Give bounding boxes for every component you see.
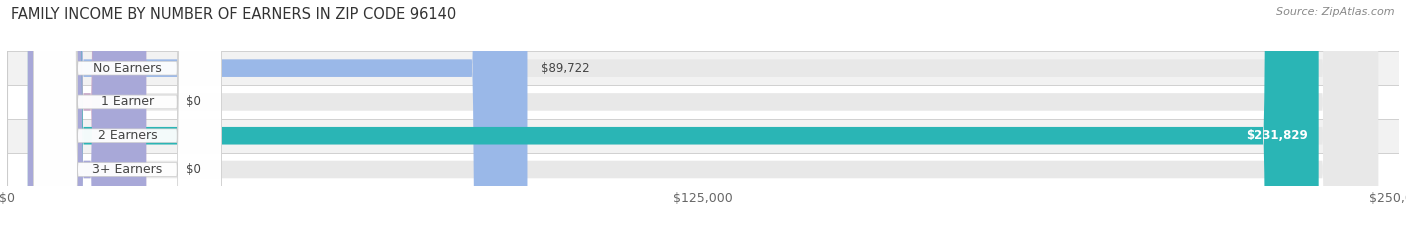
FancyBboxPatch shape xyxy=(28,0,1378,233)
FancyBboxPatch shape xyxy=(28,0,1378,233)
Bar xyxy=(7,85,1399,119)
Text: Source: ZipAtlas.com: Source: ZipAtlas.com xyxy=(1277,7,1395,17)
Text: $231,829: $231,829 xyxy=(1246,129,1308,142)
Text: $0: $0 xyxy=(186,96,201,108)
Text: FAMILY INCOME BY NUMBER OF EARNERS IN ZIP CODE 96140: FAMILY INCOME BY NUMBER OF EARNERS IN ZI… xyxy=(11,7,457,22)
Text: $89,722: $89,722 xyxy=(541,62,591,75)
FancyBboxPatch shape xyxy=(28,0,146,233)
FancyBboxPatch shape xyxy=(28,0,1378,233)
FancyBboxPatch shape xyxy=(34,0,221,233)
FancyBboxPatch shape xyxy=(34,0,221,233)
Text: $0: $0 xyxy=(186,163,201,176)
Bar xyxy=(7,153,1399,186)
FancyBboxPatch shape xyxy=(28,0,527,233)
Bar xyxy=(7,119,1399,153)
Text: 3+ Earners: 3+ Earners xyxy=(93,163,163,176)
FancyBboxPatch shape xyxy=(28,0,1319,233)
FancyBboxPatch shape xyxy=(28,0,1378,233)
FancyBboxPatch shape xyxy=(34,0,221,233)
Bar xyxy=(7,51,1399,85)
FancyBboxPatch shape xyxy=(34,0,221,233)
Text: 2 Earners: 2 Earners xyxy=(97,129,157,142)
Text: No Earners: No Earners xyxy=(93,62,162,75)
FancyBboxPatch shape xyxy=(28,0,146,233)
Text: 1 Earner: 1 Earner xyxy=(101,96,155,108)
